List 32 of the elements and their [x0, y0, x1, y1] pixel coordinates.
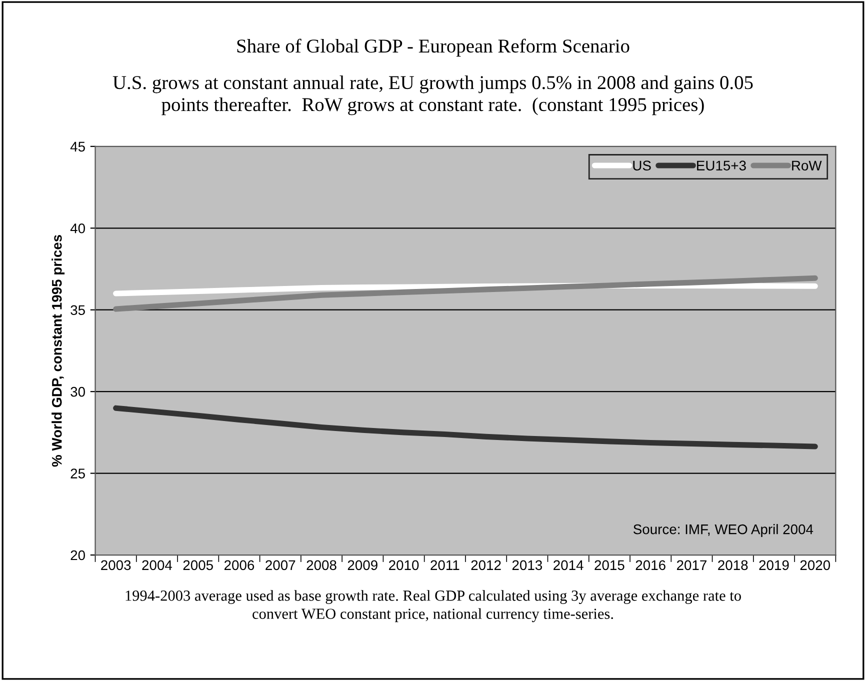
x-tick-label: 2016	[636, 560, 666, 570]
legend-label: EU15+3	[697, 160, 746, 171]
x-tick-label: 2004	[142, 560, 172, 570]
y-tick-label: 25	[70, 468, 85, 478]
x-tick-label: 2006	[224, 560, 254, 570]
x-tick-label: 2008	[306, 560, 336, 570]
x-tick-label: 2017	[676, 560, 706, 570]
x-tick-label: 2012	[471, 560, 501, 570]
x-tick-label: 2007	[266, 560, 296, 570]
y-tick-label: 30	[70, 386, 85, 397]
y-tick-label: 45	[70, 142, 85, 152]
x-tick-label: 2013	[512, 560, 542, 570]
text: 1994-2003 average used as base growth rate. Real GDP calculated using 3y average exchange rate to convert WEO constant price, national currency time-series.	[126, 590, 741, 622]
x-tick-label: 2015	[594, 560, 624, 570]
y-tick-label: 40	[70, 223, 85, 234]
legend-label: RoW	[792, 160, 822, 171]
annotation: Source: IMF, WEO April 2004	[633, 524, 814, 537]
y-tick-label: 20	[70, 550, 85, 560]
x-tick-label: 2019	[759, 560, 789, 570]
x-tick-label: 2009	[348, 560, 378, 570]
y-tick-label: 35	[70, 305, 85, 316]
x-tick-label: 2014	[554, 560, 584, 570]
x-tick-label: 2003	[101, 560, 131, 570]
y-axis-title: % World GDP, constant 1995 prices	[52, 234, 65, 467]
legend-label: US	[633, 160, 651, 171]
chart-subtitle: U.S. grows at constant annual rate, EU growth jumps 0.5% in 2008 and gains 0.05 points thereafter. RoW grows at constant rate. (constant 1995 prices)	[112, 76, 753, 116]
x-tick-label: 2018	[718, 560, 748, 570]
x-tick-label: 2011	[430, 560, 460, 570]
x-tick-label: 2010	[389, 560, 419, 570]
chart-title: Share of Global GDP - European Reform Scenario	[237, 38, 630, 57]
x-tick-label: 2005	[183, 560, 213, 570]
x-tick-label: 2020	[800, 560, 830, 570]
